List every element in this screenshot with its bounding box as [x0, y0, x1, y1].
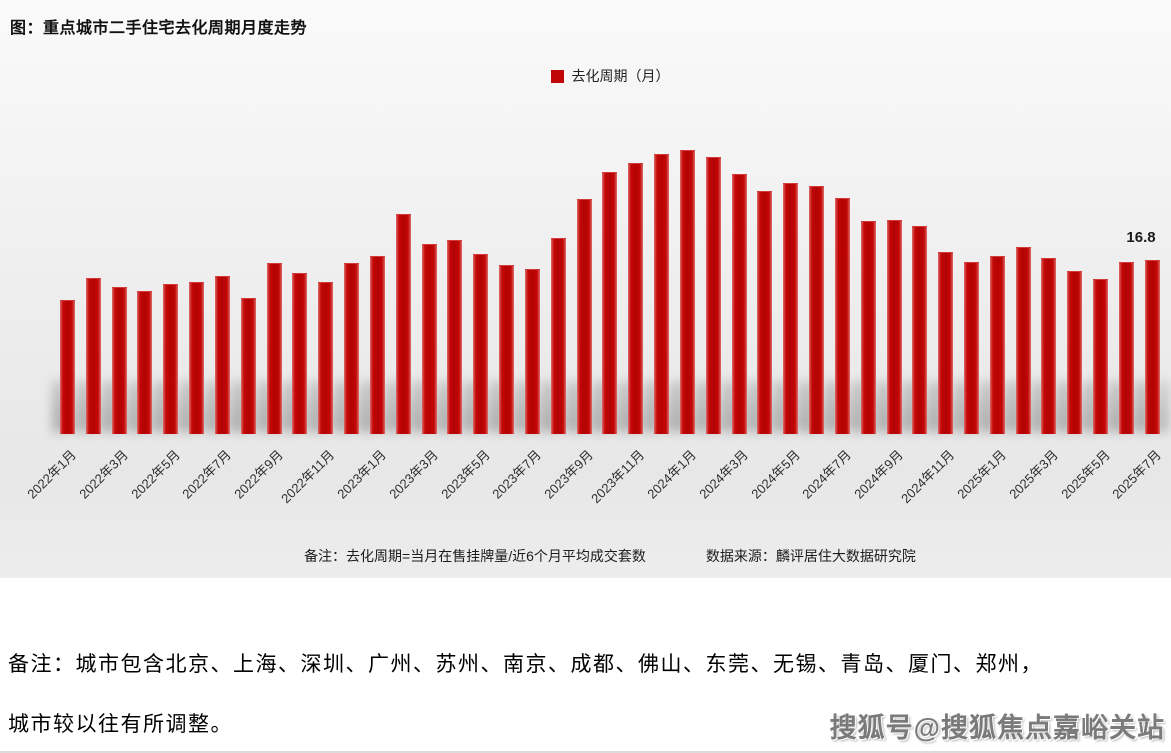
note-formula: 备注：去化周期=当月在售挂牌量/近6个月平均成交套数 — [304, 548, 646, 564]
footer-note-line1: 备注：城市包含北京、上海、深圳、广州、苏州、南京、成都、佛山、东莞、无锡、青岛、… — [8, 652, 1043, 676]
watermark: 搜狐号@搜狐焦点嘉峪关站 — [829, 713, 1165, 743]
x-tick-label: 2025年3月 — [1006, 447, 1061, 502]
bar-2023年11月 — [628, 162, 644, 434]
bar-2022年6月 — [189, 281, 205, 434]
bar-2025年3月 — [1041, 257, 1057, 434]
bar-2022年9月 — [266, 263, 282, 434]
bar-2024年12月 — [963, 262, 979, 434]
x-tick-label: 2022年7月 — [179, 447, 235, 502]
x-tick-label: 2024年11月 — [898, 447, 958, 507]
chart-title: 图：重点城市二手住宅去化周期月度走势 — [10, 20, 308, 37]
bar-2022年12月 — [344, 263, 360, 434]
bar-2024年8月 — [860, 220, 876, 434]
bar-2024年10月 — [912, 225, 928, 434]
x-tick-label: 2025年5月 — [1057, 447, 1113, 502]
x-tick-label: 2024年5月 — [747, 447, 803, 502]
bar-2022年1月 — [60, 300, 75, 434]
legend: 去化周期（月） — [60, 66, 1160, 86]
bar-2023年3月 — [421, 244, 437, 434]
bar-2022年8月 — [240, 298, 256, 434]
bar-2022年3月 — [111, 286, 127, 434]
bars — [60, 0, 1160, 434]
x-tick-label: 2024年1月 — [644, 447, 700, 502]
bar-2023年2月 — [395, 214, 411, 434]
note-source: 数据来源：麟评居住大数据研究院 — [705, 548, 916, 564]
bar-2024年2月 — [705, 157, 721, 434]
bar-2023年9月 — [576, 198, 592, 434]
x-tick-label: 2023年3月 — [386, 447, 441, 502]
bar-2023年8月 — [550, 238, 566, 434]
bar-2024年4月 — [757, 190, 773, 434]
bar-2025年5月 — [1093, 278, 1109, 434]
x-tick-label: 2023年11月 — [588, 447, 648, 507]
bar-2023年1月 — [369, 255, 385, 434]
bar-2023年7月 — [524, 269, 540, 434]
bar-2022年4月 — [137, 291, 153, 434]
x-tick-label: 2022年3月 — [76, 447, 131, 502]
x-tick-label: 2024年3月 — [696, 447, 751, 502]
x-tick-label: 2024年7月 — [799, 447, 855, 502]
bar-2025年7月 — [1144, 260, 1160, 434]
bar-2023年6月 — [499, 265, 515, 434]
x-tick-label: 2023年1月 — [334, 447, 390, 502]
bar-2024年6月 — [809, 186, 825, 434]
bar-2024年11月 — [938, 251, 954, 434]
last-bar-value-label: 16.8 — [1126, 229, 1156, 246]
bar-2024年9月 — [886, 219, 902, 434]
bar-2022年2月 — [85, 277, 101, 434]
bar-2025年6月 — [1118, 262, 1134, 434]
x-tick-label: 2022年11月 — [278, 447, 338, 507]
bar-2022年10月 — [292, 273, 308, 434]
bar-2022年7月 — [214, 275, 230, 434]
x-axis-ticks: 2022年1月 2022年3月 2022年5月 2022年7月 2022年9月 2022年… — [25, 440, 1165, 540]
x-tick-label: 2022年5月 — [127, 447, 183, 502]
bar-2022年11月 — [318, 281, 334, 434]
bar-2023年5月 — [473, 253, 489, 434]
x-tick-label: 2023年7月 — [489, 447, 545, 502]
bar-2025年2月 — [1015, 246, 1031, 434]
footer-note-line2: 城市较以往有所调整。 — [8, 712, 233, 736]
x-tick-label: 2023年5月 — [437, 447, 493, 502]
plot-area — [52, 0, 1168, 434]
bar-2024年1月 — [679, 150, 695, 434]
bar-2024年7月 — [834, 197, 850, 434]
bar-2023年10月 — [602, 171, 618, 434]
chart-panel: 图：重点城市二手住宅去化周期月度走势 去化周期（月） 16.8 2022年1月 2… — [0, 0, 1171, 578]
bar-2023年4月 — [447, 240, 463, 434]
x-tick-label: 2025年1月 — [954, 447, 1010, 502]
bar-2024年5月 — [783, 183, 799, 434]
x-tick-label: 2025年7月 — [1109, 447, 1165, 502]
bar-2025年4月 — [1067, 271, 1083, 434]
bar-2022年5月 — [163, 283, 179, 434]
legend-label: 去化周期（月） — [571, 68, 670, 84]
bar-2023年12月 — [654, 154, 670, 434]
chart-notes: 备注：去化周期=当月在售挂牌量/近6个月平均成交套数 数据来源：麟评居住大数据研… — [60, 546, 1160, 566]
x-tick-label: 2022年1月 — [24, 447, 80, 502]
legend-marker-square-icon — [550, 69, 564, 83]
bar-2025年1月 — [989, 255, 1005, 434]
bar-2024年3月 — [731, 174, 747, 434]
